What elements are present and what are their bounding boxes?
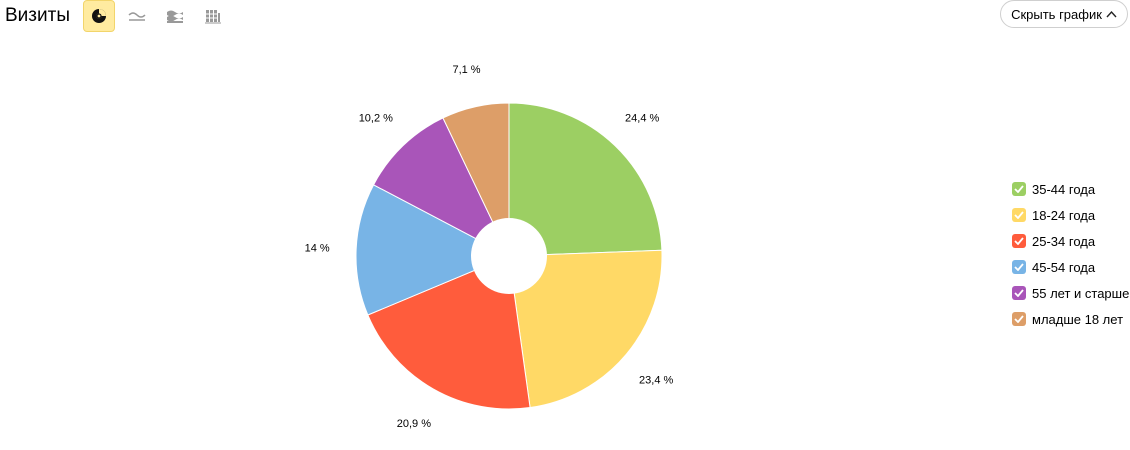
legend-item[interactable]: 25-34 года bbox=[1012, 228, 1129, 254]
legend-item[interactable]: 18-24 года bbox=[1012, 202, 1129, 228]
bar-chart-button[interactable] bbox=[197, 0, 229, 32]
pie-slice-1[interactable] bbox=[508, 102, 663, 257]
data-label-6: 7,1 % bbox=[452, 64, 480, 76]
legend-label: 25-34 года bbox=[1032, 233, 1096, 249]
bar-chart-icon bbox=[205, 10, 221, 24]
legend-item[interactable]: младше 18 лет bbox=[1012, 306, 1129, 332]
pie-slice-6[interactable] bbox=[442, 102, 510, 257]
data-label-4: 14 % bbox=[305, 243, 330, 255]
pie-slice-4[interactable] bbox=[355, 184, 511, 316]
chart-type-toolbar bbox=[83, 0, 229, 32]
checkbox-icon[interactable] bbox=[1012, 208, 1026, 222]
legend-label: младше 18 лет bbox=[1032, 311, 1124, 327]
legend-item[interactable]: 35-44 года bbox=[1012, 176, 1129, 202]
legend-item[interactable]: 55 лет и старше bbox=[1012, 280, 1129, 306]
legend-label: 45-54 года bbox=[1032, 259, 1096, 275]
checkbox-icon[interactable] bbox=[1012, 260, 1026, 274]
pie-slice-3[interactable] bbox=[367, 255, 531, 410]
chart-legend: 35-44 года 18-24 года 25-34 года 45-54 года… bbox=[1012, 176, 1129, 332]
chevron-up-icon bbox=[1106, 10, 1117, 18]
pie-slice-5[interactable] bbox=[372, 117, 511, 258]
pie-chart-icon bbox=[92, 9, 106, 23]
pie-chart-button[interactable] bbox=[83, 0, 115, 32]
legend-label: 35-44 года bbox=[1032, 181, 1096, 197]
area-chart-button[interactable] bbox=[159, 0, 191, 32]
hide-chart-button[interactable]: Скрыть график bbox=[1000, 0, 1128, 28]
legend-item[interactable]: 45-54 года bbox=[1012, 254, 1129, 280]
line-chart-button[interactable] bbox=[121, 0, 153, 32]
checkbox-icon[interactable] bbox=[1012, 234, 1026, 248]
pie-center-hole bbox=[471, 218, 547, 294]
area-chart-icon bbox=[167, 10, 183, 23]
data-label-5: 10,2 % bbox=[359, 113, 393, 125]
checkbox-icon[interactable] bbox=[1012, 286, 1026, 300]
checkbox-icon[interactable] bbox=[1012, 312, 1026, 326]
checkbox-icon[interactable] bbox=[1012, 182, 1026, 196]
pie-slice-2[interactable] bbox=[508, 249, 663, 409]
pie-chart: 24,4 % 23,4 % 20,9 % 14 % 10,2 % 7,1 % bbox=[305, 64, 674, 430]
hide-chart-label: Скрыть график bbox=[1011, 6, 1102, 22]
data-label-3: 20,9 % bbox=[397, 418, 431, 430]
line-chart-icon bbox=[128, 12, 146, 21]
page-title: Визиты bbox=[5, 5, 70, 26]
data-label-2: 23,4 % bbox=[639, 374, 673, 386]
data-label-1: 24,4 % bbox=[625, 113, 659, 125]
legend-label: 18-24 года bbox=[1032, 207, 1096, 223]
legend-label: 55 лет и старше bbox=[1032, 285, 1130, 301]
